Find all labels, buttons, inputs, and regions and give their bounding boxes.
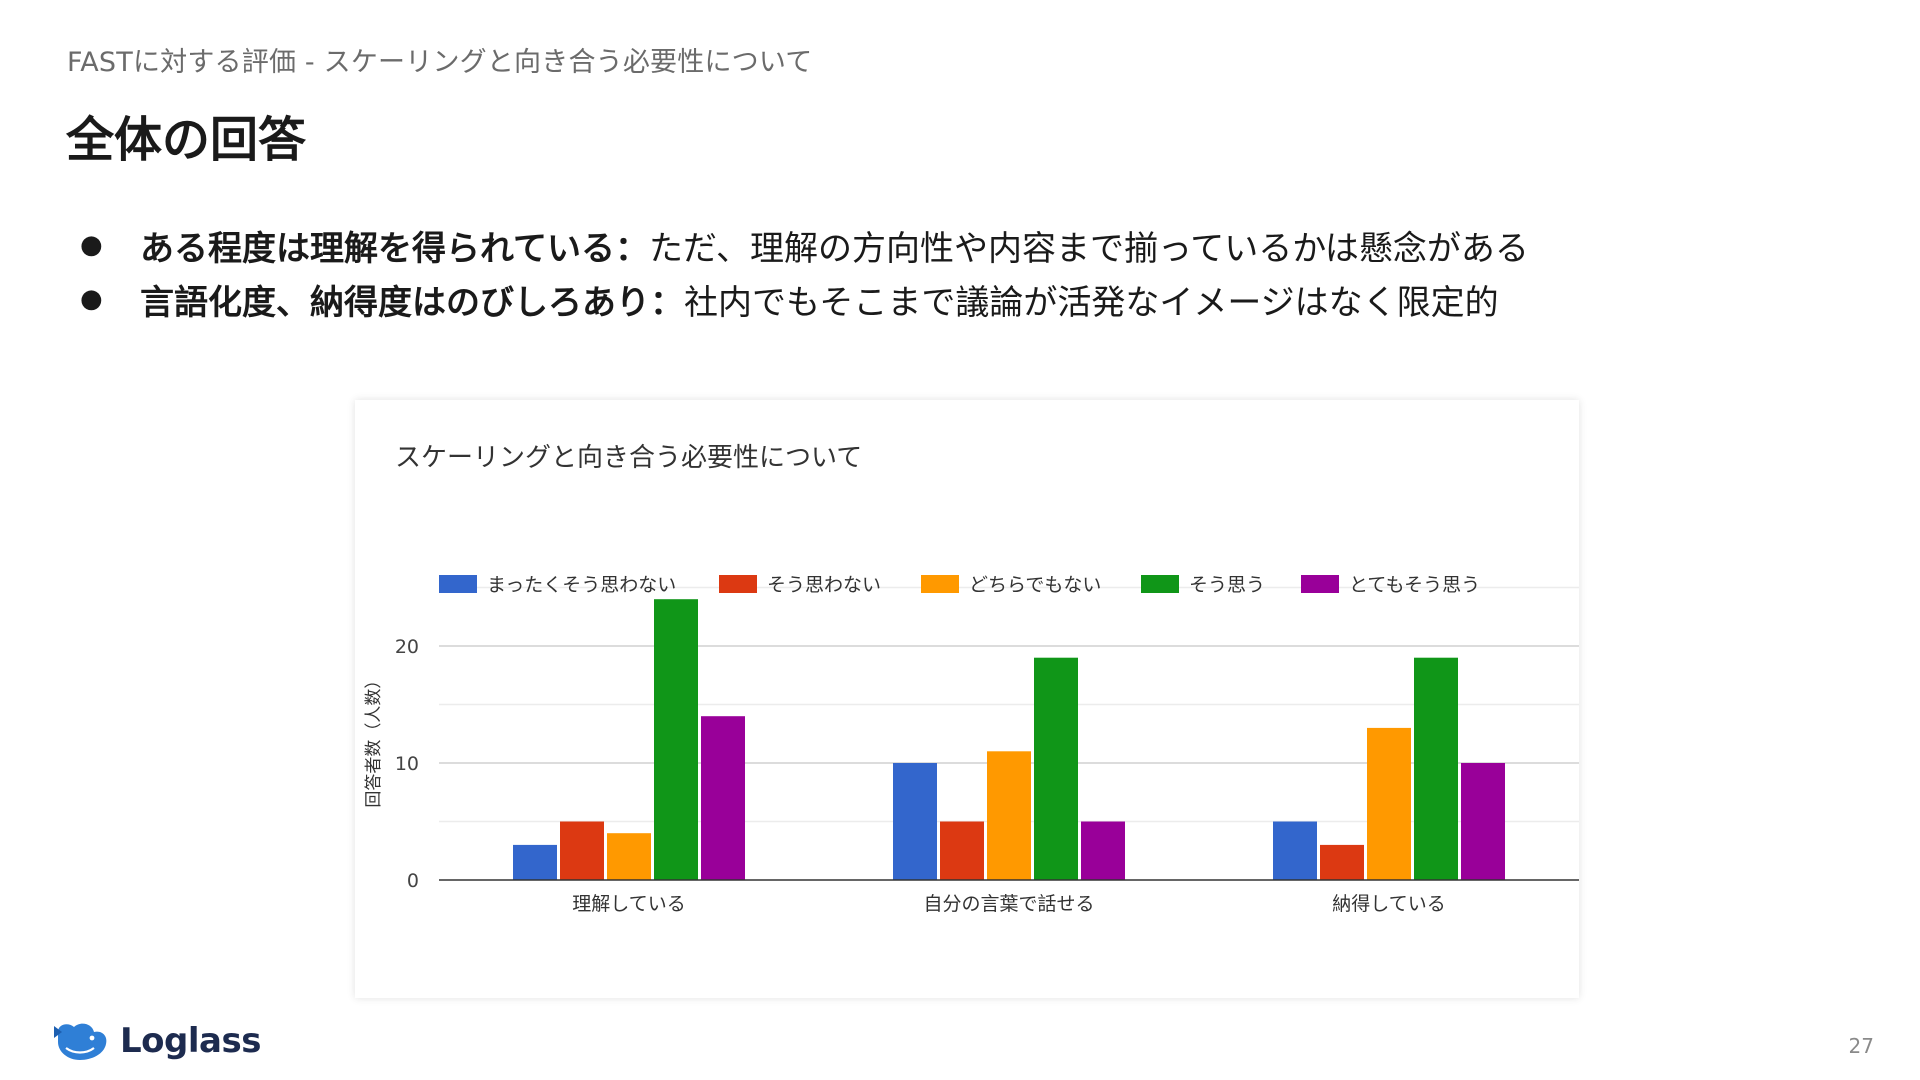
bar xyxy=(893,763,937,880)
y-tick-label: 0 xyxy=(407,870,419,892)
bar-chart: スケーリングと向き合う必要性について 0 10 20 回答者数（人数） 理解している 自分の… xyxy=(364,443,1579,915)
bullet-marker: ● xyxy=(80,284,103,314)
x-tick-label: 理解している xyxy=(572,893,685,915)
logo-text: Loglass xyxy=(120,1021,261,1061)
bullet-list: ● ある程度は理解を得られている： ただ、理解の方向性や内容まで揃っているかは懸… xyxy=(80,218,1529,326)
whale-logo-icon xyxy=(54,1023,107,1060)
y-axis-label: 回答者数（人数） xyxy=(364,672,384,808)
x-tick-label: 納得している xyxy=(1332,893,1445,915)
bullet-text: ただ、理解の方向性や内容まで揃っているかは懸念がある xyxy=(648,228,1529,269)
y-tick-label: 10 xyxy=(395,753,419,775)
legend-label: どちらでもない xyxy=(969,574,1101,596)
chart-title: スケーリングと向き合う必要性について xyxy=(395,443,862,473)
bar xyxy=(1320,844,1364,880)
bar xyxy=(1367,727,1411,880)
bar xyxy=(560,821,604,880)
chart-card: スケーリングと向き合う必要性について 0 10 20 回答者数（人数） 理解している 自分の… xyxy=(355,400,1579,998)
bar xyxy=(701,716,745,880)
legend-label: とてもそう思う xyxy=(1349,574,1480,596)
bar xyxy=(1034,657,1078,880)
bullet-item: ● ある程度は理解を得られている： ただ、理解の方向性や内容まで揃っているかは懸… xyxy=(80,218,1529,272)
y-tick-label: 20 xyxy=(395,636,419,658)
bullet-marker: ● xyxy=(80,230,103,260)
bar xyxy=(1461,763,1505,880)
bullet-item: ● 言語化度、納得度はのびしろあり： 社内でもそこまで議論が活発なイメージはなく… xyxy=(80,272,1529,326)
bullet-heading: ある程度は理解を得られている： xyxy=(140,228,649,269)
page-title: 全体の回答 xyxy=(66,112,307,168)
legend-label: まったくそう思わない xyxy=(487,574,676,596)
bar xyxy=(1414,657,1458,880)
breadcrumb: FASTに対する評価 - スケーリングと向き合う必要性について xyxy=(67,47,813,78)
legend-swatch xyxy=(719,575,757,593)
legend-swatch xyxy=(1301,575,1339,593)
logo: Loglass xyxy=(52,1018,261,1064)
bar xyxy=(987,751,1031,880)
legend-label: そう思わない xyxy=(767,574,881,596)
bar xyxy=(1081,821,1125,880)
bar xyxy=(940,821,984,880)
bullet-text: 社内でもそこまで議論が活発なイメージはなく限定的 xyxy=(684,282,1499,323)
bar xyxy=(654,599,698,880)
x-tick-label: 自分の言葉で話せる xyxy=(923,893,1094,915)
bar xyxy=(1273,821,1317,880)
legend-swatch xyxy=(439,575,477,593)
bullet-heading: 言語化度、納得度はのびしろあり： xyxy=(140,282,684,323)
bar xyxy=(513,844,557,880)
legend-swatch xyxy=(921,575,959,593)
bar xyxy=(607,833,651,880)
legend-swatch xyxy=(1141,575,1179,593)
page-number: 27 xyxy=(1848,1034,1874,1058)
legend-label: そう思う xyxy=(1189,574,1265,596)
